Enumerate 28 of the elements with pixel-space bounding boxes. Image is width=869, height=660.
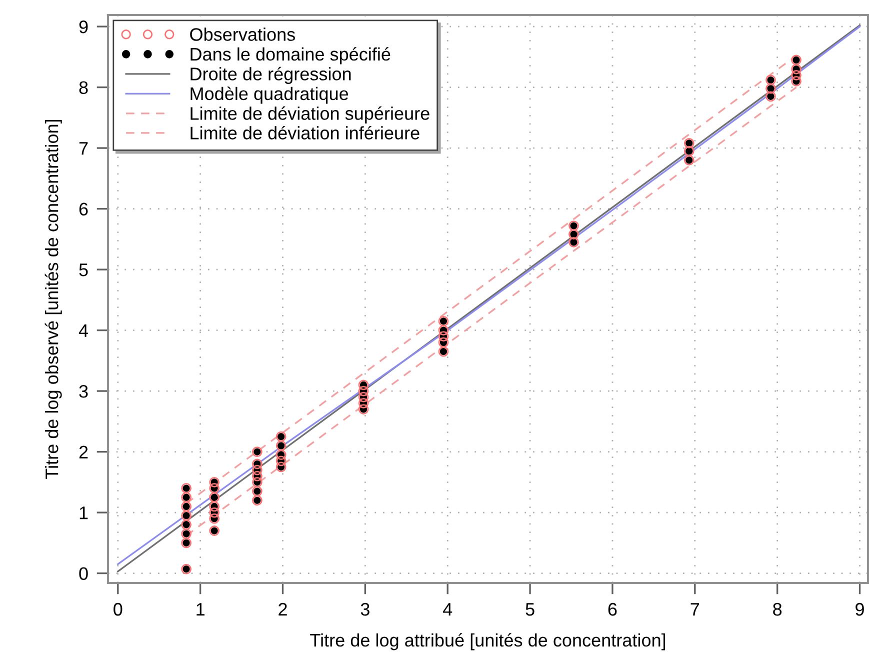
y-axis-title: Titre de log observé [unités de concentration] <box>44 120 62 479</box>
legend-label: Limite de déviation inférieure <box>190 126 420 140</box>
x-tick-label: 1 <box>196 603 204 616</box>
x-tick-label: 0 <box>114 602 122 616</box>
x-tick-label: 8 <box>773 602 782 616</box>
x-tick-label: 2 <box>278 602 287 616</box>
y-tick-label: 2 <box>79 446 88 458</box>
y-tick-label: 3 <box>79 384 88 398</box>
y-tick-label: 1 <box>80 506 88 520</box>
legend-label: Observations <box>190 28 295 41</box>
y-tick-label: 6 <box>79 202 88 216</box>
y-tick-label: 5 <box>79 264 88 276</box>
x-tick-label: 6 <box>608 602 617 616</box>
legend-label: Limite de déviation supérieure <box>190 106 430 124</box>
x-tick-label: 7 <box>690 603 700 616</box>
legend-label: Modèle quadratique <box>190 86 348 104</box>
y-tick-label: 8 <box>79 81 88 94</box>
y-tick-label: 7 <box>79 142 88 155</box>
y-tick-label: 9 <box>79 20 88 34</box>
x-tick-label: 4 <box>443 603 452 616</box>
x-axis-title: Titre de log attribué [unités de concentration] <box>310 633 666 650</box>
y-tick-label: 4 <box>78 324 88 337</box>
y-tick-label: 0 <box>79 567 88 580</box>
x-tick-label: 5 <box>526 603 534 616</box>
legend-label: Droite de régression <box>190 66 351 84</box>
x-tick-label: 3 <box>360 602 370 616</box>
legend-label: Dans le domaine spécifié <box>190 47 390 64</box>
x-tick-label: 9 <box>856 602 864 616</box>
